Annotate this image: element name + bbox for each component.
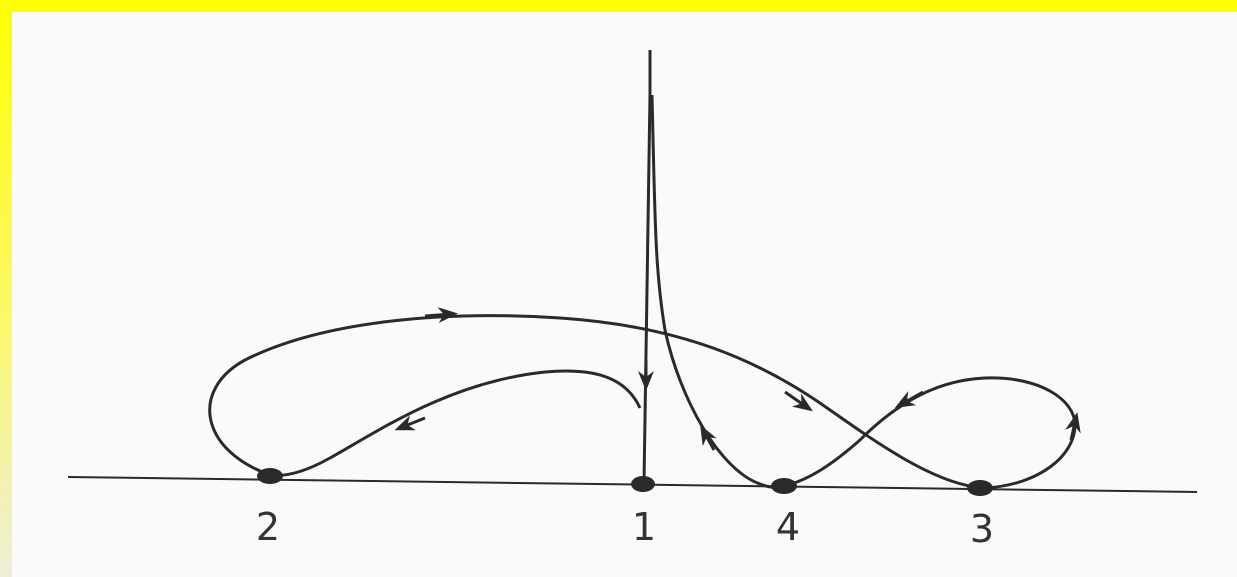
diagram-paper (12, 12, 1237, 577)
point-4-dot (771, 478, 797, 494)
arrow-middle-right (784, 390, 813, 412)
arrow-lower-left (394, 415, 426, 431)
point-2-dot (257, 468, 283, 484)
point-3-dot (967, 480, 993, 496)
left-border-bar (0, 0, 12, 577)
arrow-right-loop-top (894, 390, 924, 408)
point-3-label: 3 (970, 507, 994, 551)
point-4-label: 4 (776, 505, 800, 549)
arrow-top-right (424, 307, 458, 324)
vertical-spike-line (642, 50, 652, 484)
arrow-up-decay (700, 424, 717, 451)
point-2-label: 2 (256, 505, 280, 549)
lower-return-arc (269, 369, 642, 477)
point-1-dot (631, 476, 655, 492)
point-1-label: 1 (632, 505, 656, 549)
right-loop-curve (783, 376, 1077, 490)
decay-curve (650, 94, 785, 489)
arrow-right-loop-end (1065, 412, 1081, 441)
upper-arc-curve (208, 314, 976, 489)
